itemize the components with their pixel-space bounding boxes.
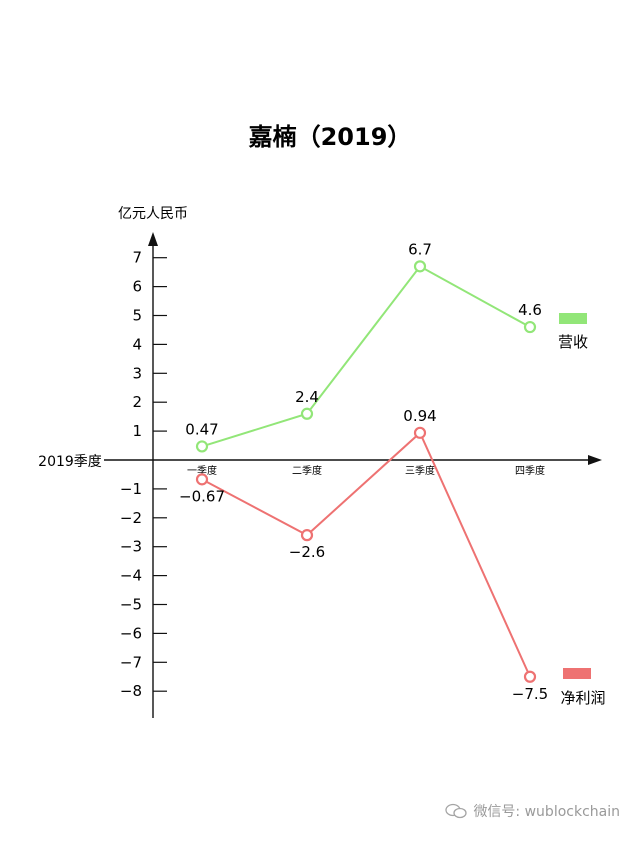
data-point	[523, 670, 537, 683]
y-tick-label: 5	[132, 307, 142, 325]
data-label: −0.67	[179, 487, 225, 505]
data-point	[413, 260, 427, 273]
y-tick-label: 3	[132, 364, 142, 382]
y-tick-label: −2	[120, 509, 142, 527]
data-label: −7.5	[512, 685, 548, 703]
y-tick-label: 7	[132, 249, 142, 267]
legend-label: 净利润	[560, 689, 605, 707]
data-point	[300, 529, 314, 542]
x-axis-arrow	[588, 455, 602, 465]
x-tick-label: 一季度	[187, 464, 217, 477]
data-point	[523, 320, 537, 334]
legend-swatch	[563, 668, 591, 679]
y-tick-label: −7	[120, 653, 142, 671]
data-label: 2.4	[295, 388, 319, 406]
data-point	[413, 426, 427, 439]
x-tick-label: 三季度	[405, 464, 435, 477]
y-tick-label: −5	[120, 596, 142, 614]
legend-label: 营收	[558, 333, 588, 351]
x-tick-label: 四季度	[515, 464, 545, 477]
data-label: −2.6	[289, 543, 325, 561]
y-tick-label: −3	[120, 538, 142, 556]
series-line	[201, 431, 531, 678]
data-label: 0.47	[185, 420, 218, 438]
y-tick-label: 2	[132, 393, 142, 411]
y-tick-label: −4	[120, 567, 142, 585]
y-tick-label: −6	[120, 624, 142, 642]
data-point	[300, 407, 314, 420]
data-label: 4.6	[518, 301, 542, 319]
data-label: 6.7	[408, 240, 432, 258]
data-label: 0.94	[403, 407, 436, 425]
x-tick-label: 二季度	[292, 464, 322, 477]
data-point	[195, 473, 209, 486]
axes: 2019季度 7 6 5 4 3 2 1 −1 −2 −3 −4 −5 −6 −7 −8 一季度 二季度 三季度 四季…	[38, 232, 602, 718]
watermark-text: 微信号: wublockchain	[473, 804, 620, 820]
chart-title: 嘉楠（2019）	[249, 123, 412, 151]
y-tick-label: 6	[132, 278, 142, 296]
data-point	[195, 440, 209, 453]
legend-swatch	[559, 313, 587, 324]
y-tick-label: 1	[132, 422, 142, 440]
y-axis-label: 亿元人民币	[118, 206, 188, 222]
y-tick-label: −8	[120, 682, 142, 700]
x-axis-label: 2019季度	[38, 454, 102, 470]
y-tick-label: 4	[132, 335, 142, 353]
series-line	[201, 265, 531, 448]
y-axis-arrow	[148, 232, 158, 246]
watermark: 微信号: wublockchain	[445, 801, 620, 821]
y-tick-label: −1	[120, 480, 142, 498]
wechat-icon	[445, 803, 468, 819]
